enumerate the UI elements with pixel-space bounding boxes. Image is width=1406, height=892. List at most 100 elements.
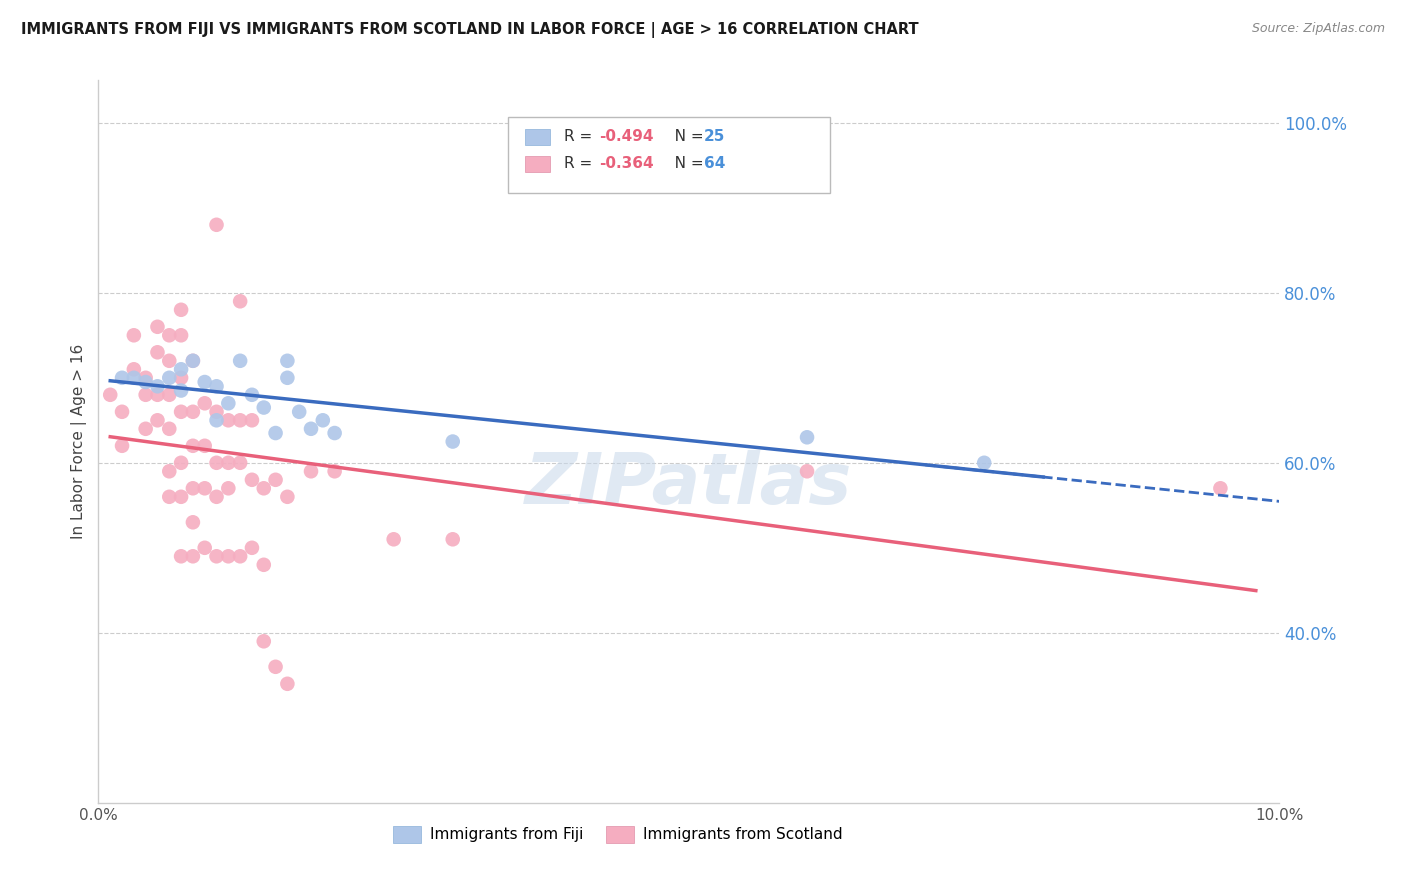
- Point: [170, 405, 193, 419]
- Point: [312, 413, 335, 427]
- Point: [973, 456, 995, 470]
- Point: [157, 490, 180, 504]
- Point: [157, 464, 180, 478]
- Point: [194, 396, 217, 410]
- Point: [253, 634, 276, 648]
- Point: [205, 405, 228, 419]
- Point: [323, 464, 346, 478]
- Point: [217, 456, 239, 470]
- Point: [170, 328, 193, 343]
- Point: [170, 362, 193, 376]
- Point: [264, 473, 287, 487]
- Point: [111, 405, 134, 419]
- Point: [146, 319, 169, 334]
- Point: [170, 490, 193, 504]
- Point: [264, 660, 287, 674]
- Point: [205, 379, 228, 393]
- Point: [170, 549, 193, 564]
- Point: [276, 371, 298, 385]
- Point: [122, 371, 145, 385]
- Text: 64: 64: [703, 156, 725, 171]
- Point: [323, 425, 346, 440]
- Point: [122, 328, 145, 343]
- Point: [181, 439, 204, 453]
- Point: [170, 371, 193, 385]
- Text: -0.494: -0.494: [599, 129, 654, 145]
- Point: [135, 422, 157, 436]
- Point: [288, 405, 311, 419]
- Point: [181, 481, 204, 495]
- Point: [217, 481, 239, 495]
- Text: N =: N =: [659, 129, 709, 145]
- Point: [276, 353, 298, 368]
- Point: [217, 413, 239, 427]
- Y-axis label: In Labor Force | Age > 16: In Labor Force | Age > 16: [72, 344, 87, 539]
- Point: [122, 362, 145, 376]
- Point: [194, 375, 217, 389]
- Point: [299, 422, 322, 436]
- Point: [157, 422, 180, 436]
- Point: [98, 388, 121, 402]
- Point: [146, 388, 169, 402]
- Text: Source: ZipAtlas.com: Source: ZipAtlas.com: [1251, 22, 1385, 36]
- Point: [181, 353, 204, 368]
- Point: [253, 558, 276, 572]
- Point: [240, 413, 263, 427]
- Point: [217, 396, 239, 410]
- Point: [170, 456, 193, 470]
- Text: IMMIGRANTS FROM FIJI VS IMMIGRANTS FROM SCOTLAND IN LABOR FORCE | AGE > 16 CORRE: IMMIGRANTS FROM FIJI VS IMMIGRANTS FROM …: [21, 22, 918, 38]
- Point: [264, 425, 287, 440]
- Point: [276, 677, 298, 691]
- Point: [146, 413, 169, 427]
- Point: [240, 541, 263, 555]
- Point: [135, 371, 157, 385]
- Point: [157, 328, 180, 343]
- Point: [441, 533, 464, 547]
- Point: [146, 379, 169, 393]
- Point: [1209, 481, 1232, 495]
- Text: N =: N =: [659, 156, 709, 171]
- Point: [253, 401, 276, 415]
- Point: [135, 388, 157, 402]
- Point: [796, 464, 818, 478]
- Point: [299, 464, 322, 478]
- Point: [796, 430, 818, 444]
- Point: [229, 294, 252, 309]
- Point: [181, 549, 204, 564]
- Point: [170, 384, 193, 398]
- Point: [194, 481, 217, 495]
- Point: [205, 490, 228, 504]
- Point: [441, 434, 464, 449]
- Point: [111, 439, 134, 453]
- Point: [157, 388, 180, 402]
- Legend: Immigrants from Fiji, Immigrants from Scotland: Immigrants from Fiji, Immigrants from Sc…: [387, 820, 849, 849]
- Point: [205, 549, 228, 564]
- Point: [229, 549, 252, 564]
- Point: [240, 473, 263, 487]
- Point: [111, 371, 134, 385]
- Point: [382, 533, 405, 547]
- Point: [205, 218, 228, 232]
- Point: [205, 456, 228, 470]
- Point: [181, 516, 204, 530]
- Text: R =: R =: [564, 156, 598, 171]
- Point: [181, 405, 204, 419]
- Point: [253, 481, 276, 495]
- Point: [181, 353, 204, 368]
- Point: [146, 345, 169, 359]
- Point: [157, 371, 180, 385]
- Text: 25: 25: [703, 129, 725, 145]
- Point: [170, 302, 193, 317]
- Point: [276, 490, 298, 504]
- Point: [229, 413, 252, 427]
- Point: [217, 549, 239, 564]
- Point: [194, 541, 217, 555]
- Text: -0.364: -0.364: [599, 156, 654, 171]
- Point: [135, 375, 157, 389]
- Point: [229, 353, 252, 368]
- Text: ZIPatlas: ZIPatlas: [526, 450, 852, 519]
- Point: [229, 456, 252, 470]
- Point: [240, 388, 263, 402]
- Text: R =: R =: [564, 129, 598, 145]
- Point: [157, 353, 180, 368]
